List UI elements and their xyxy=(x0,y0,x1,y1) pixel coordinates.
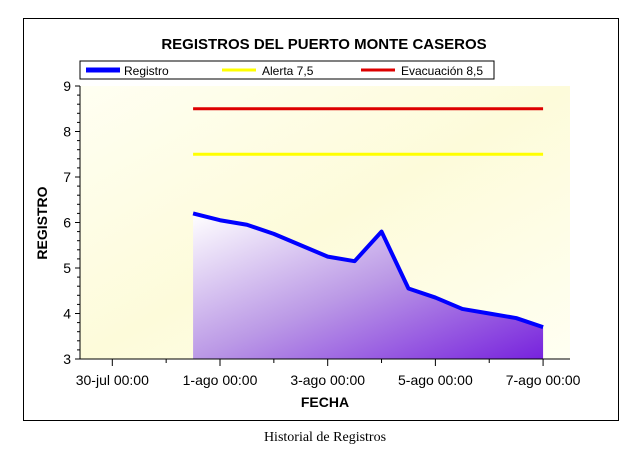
x-tick-label: 3-ago 00:00 xyxy=(290,372,365,388)
y-tick-label: 6 xyxy=(63,215,71,231)
chart-frame: REGISTROS DEL PUERTO MONTE CASEROS Regis… xyxy=(23,18,619,421)
legend-label-evacuacion: Evacuación 8,5 xyxy=(401,64,483,78)
legend: Registro Alerta 7,5 Evacuación 8,5 xyxy=(79,60,495,80)
legend-box xyxy=(79,60,495,80)
chart-title: REGISTROS DEL PUERTO MONTE CASEROS xyxy=(161,36,486,53)
registro-area-fill xyxy=(193,213,544,359)
y-tick-label: 7 xyxy=(63,169,71,185)
y-axis-label: REGISTRO xyxy=(34,186,50,259)
x-axis-label: FECHA xyxy=(301,394,349,410)
y-tick-label: 4 xyxy=(63,306,71,322)
registro-line xyxy=(192,211,544,330)
y-tick-label: 3 xyxy=(63,351,71,367)
x-tick-label: 7-ago 00:00 xyxy=(506,372,581,388)
legend-label-registro: Registro xyxy=(124,64,169,78)
y-tick-label: 9 xyxy=(63,78,71,94)
x-tick-label: 1-ago 00:00 xyxy=(183,372,258,388)
y-tick-label: 5 xyxy=(63,260,71,276)
legend-label-alerta: Alerta 7,5 xyxy=(262,64,314,78)
x-tick-label: 30-jul 00:00 xyxy=(76,372,149,388)
figure-caption: Historial de Registros xyxy=(263,430,387,445)
chart-svg: REGISTROS DEL PUERTO MONTE CASEROS Regis… xyxy=(34,36,581,410)
y-tick-label: 8 xyxy=(63,124,71,140)
x-tick-label: 5-ago 00:00 xyxy=(398,372,473,388)
